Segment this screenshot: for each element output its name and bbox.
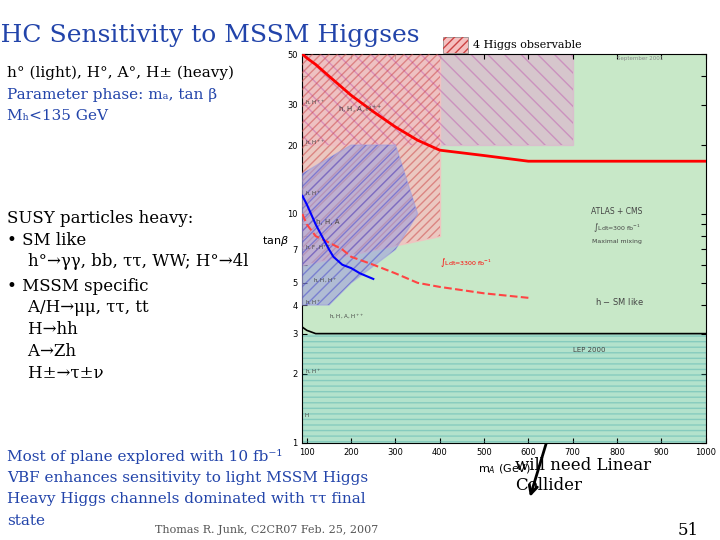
Polygon shape [302, 54, 572, 145]
Text: Parameter phase: mₐ, tan β: Parameter phase: mₐ, tan β [7, 87, 217, 102]
Text: ATLAS + CMS: ATLAS + CMS [591, 207, 643, 216]
Text: $\int$Ldt=3300 fb$^{-1}$: $\int$Ldt=3300 fb$^{-1}$ [440, 256, 492, 268]
Text: Maximal mixing: Maximal mixing [592, 239, 642, 244]
Text: A/H→μμ, ττ, tt: A/H→μμ, ττ, tt [7, 299, 149, 316]
Text: Most of plane explored with 10 fb⁻¹: Most of plane explored with 10 fb⁻¹ [7, 449, 283, 464]
FancyBboxPatch shape [443, 66, 468, 83]
Text: VBF enhances sensitivity to light MSSM Higgs: VBF enhances sensitivity to light MSSM H… [7, 471, 369, 485]
Text: h, H, H$^+$: h, H, H$^+$ [313, 276, 338, 285]
Text: h, H$^+$: h, H$^+$ [305, 190, 321, 198]
Text: Thomas R. Junk, C2CR07 Feb. 25, 2007: Thomas R. Junk, C2CR07 Feb. 25, 2007 [155, 525, 378, 535]
Text: h, H$^+$: h, H$^+$ [305, 368, 321, 376]
Text: H→hh: H→hh [7, 321, 78, 338]
Text: SUSY particles heavy:: SUSY particles heavy: [7, 210, 194, 227]
Text: • SM like: • SM like [7, 232, 86, 249]
Text: h, H$^{++}$: h, H$^{++}$ [305, 139, 325, 147]
Text: state: state [7, 514, 45, 528]
Text: 51: 51 [678, 522, 698, 539]
Text: h, H$^+$: h, H$^+$ [305, 299, 321, 307]
Text: September 2001: September 2001 [617, 56, 663, 61]
Text: 4 Higgs observable: 4 Higgs observable [473, 40, 582, 50]
Text: h, H, A: h, H, A [315, 219, 339, 225]
FancyBboxPatch shape [443, 96, 468, 112]
Text: Heavy Higgs channels dominated with ττ final: Heavy Higgs channels dominated with ττ f… [7, 492, 366, 507]
Text: Mₕ<135 GeV: Mₕ<135 GeV [7, 109, 108, 123]
Text: LEP 2000: LEP 2000 [572, 347, 606, 353]
Text: h, H$^{++}$: h, H$^{++}$ [305, 99, 325, 107]
Text: • MSSM specific: • MSSM specific [7, 278, 149, 295]
X-axis label: m$_A$ (GeV): m$_A$ (GeV) [477, 462, 531, 476]
Text: h, H, A, H$^{++}$: h, H, A, H$^{++}$ [329, 312, 364, 321]
Text: h°→γγ, bb, ττ, WW; H°→4l: h°→γγ, bb, ττ, WW; H°→4l [7, 253, 248, 271]
Text: LHC Sensitivity to MSSM Higgses: LHC Sensitivity to MSSM Higgses [0, 24, 419, 46]
FancyBboxPatch shape [443, 37, 468, 53]
FancyBboxPatch shape [443, 126, 468, 142]
Text: will need Linear
Collider: will need Linear Collider [515, 457, 651, 494]
Text: 2 Higgs observable: 2 Higgs observable [473, 99, 582, 109]
Polygon shape [302, 334, 706, 443]
Text: h° (light), H°, A°, H± (heavy): h° (light), H°, A°, H± (heavy) [7, 66, 234, 80]
Text: h $-$ SM like: h $-$ SM like [595, 296, 644, 307]
Text: h, H, A, H$^{++}$: h, H, A, H$^{++}$ [338, 103, 382, 114]
Text: 3 Higgs observable: 3 Higgs observable [473, 70, 582, 79]
Text: H: H [305, 413, 309, 418]
Text: h, F, H$^{++}$: h, F, H$^{++}$ [305, 243, 331, 252]
Polygon shape [302, 145, 418, 305]
Text: A→Zh: A→Zh [7, 342, 76, 360]
Text: H±→τ±ν: H±→τ±ν [7, 364, 104, 381]
Text: $\int$Ldt=300 fb$^{-1}$: $\int$Ldt=300 fb$^{-1}$ [593, 221, 641, 234]
Text: 1 Higgs observable: 1 Higgs observable [473, 129, 582, 139]
Polygon shape [302, 54, 440, 265]
Y-axis label: tan$\beta$: tan$\beta$ [262, 234, 289, 248]
